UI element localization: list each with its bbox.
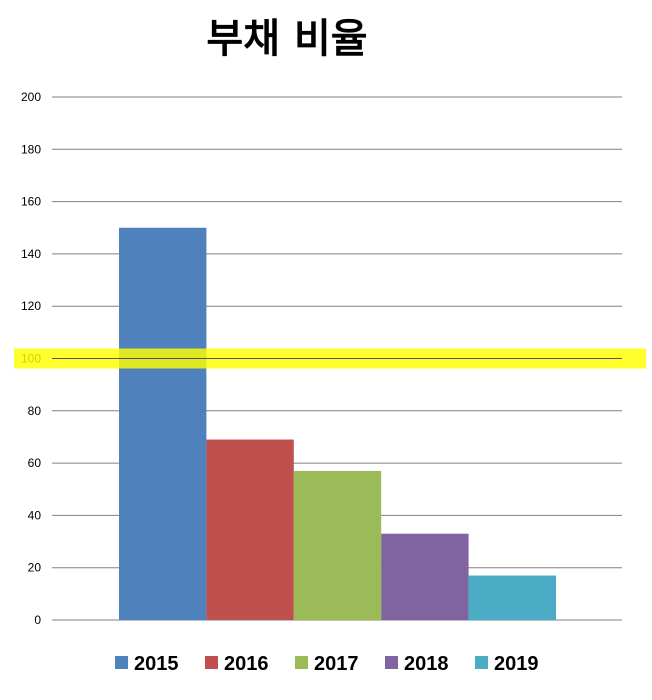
y-tick-label: 60: [28, 456, 42, 470]
y-tick-label: 0: [34, 613, 41, 627]
legend-swatch-2017: [295, 656, 308, 669]
y-tick-label: 180: [21, 142, 41, 156]
y-tick-label: 160: [21, 195, 41, 209]
legend: 2015 2016 2017 2018 2019: [115, 653, 539, 675]
bars: [119, 227, 556, 620]
y-tick-label: 140: [21, 247, 41, 261]
highlight-band: [14, 348, 646, 369]
y-tick-label: 80: [28, 404, 42, 418]
legend-swatch-2018: [385, 656, 398, 669]
bar-2017: [293, 470, 382, 620]
bar-2016: [206, 439, 294, 620]
legend-label-2016: 2016: [224, 653, 269, 675]
legend-swatch-2015: [115, 656, 128, 669]
legend-label-2017: 2017: [314, 653, 359, 675]
bar-2018: [381, 533, 469, 620]
y-tick-label: 20: [28, 561, 42, 575]
legend-label-2019: 2019: [494, 653, 539, 675]
legend-swatch-2016: [205, 656, 218, 669]
chart-title: 부채 비율: [206, 16, 367, 62]
legend-label-2018: 2018: [404, 653, 449, 675]
legend-label-2015: 2015: [134, 653, 179, 675]
bar-2015: [119, 227, 207, 620]
bar-2019: [468, 575, 556, 620]
y-axis-ticks: 020406080100120140160180200: [21, 90, 41, 627]
y-tick-label: 40: [28, 508, 42, 522]
legend-swatch-2019: [475, 656, 488, 669]
y-tick-label: 120: [21, 299, 41, 313]
y-tick-label: 200: [21, 90, 41, 104]
